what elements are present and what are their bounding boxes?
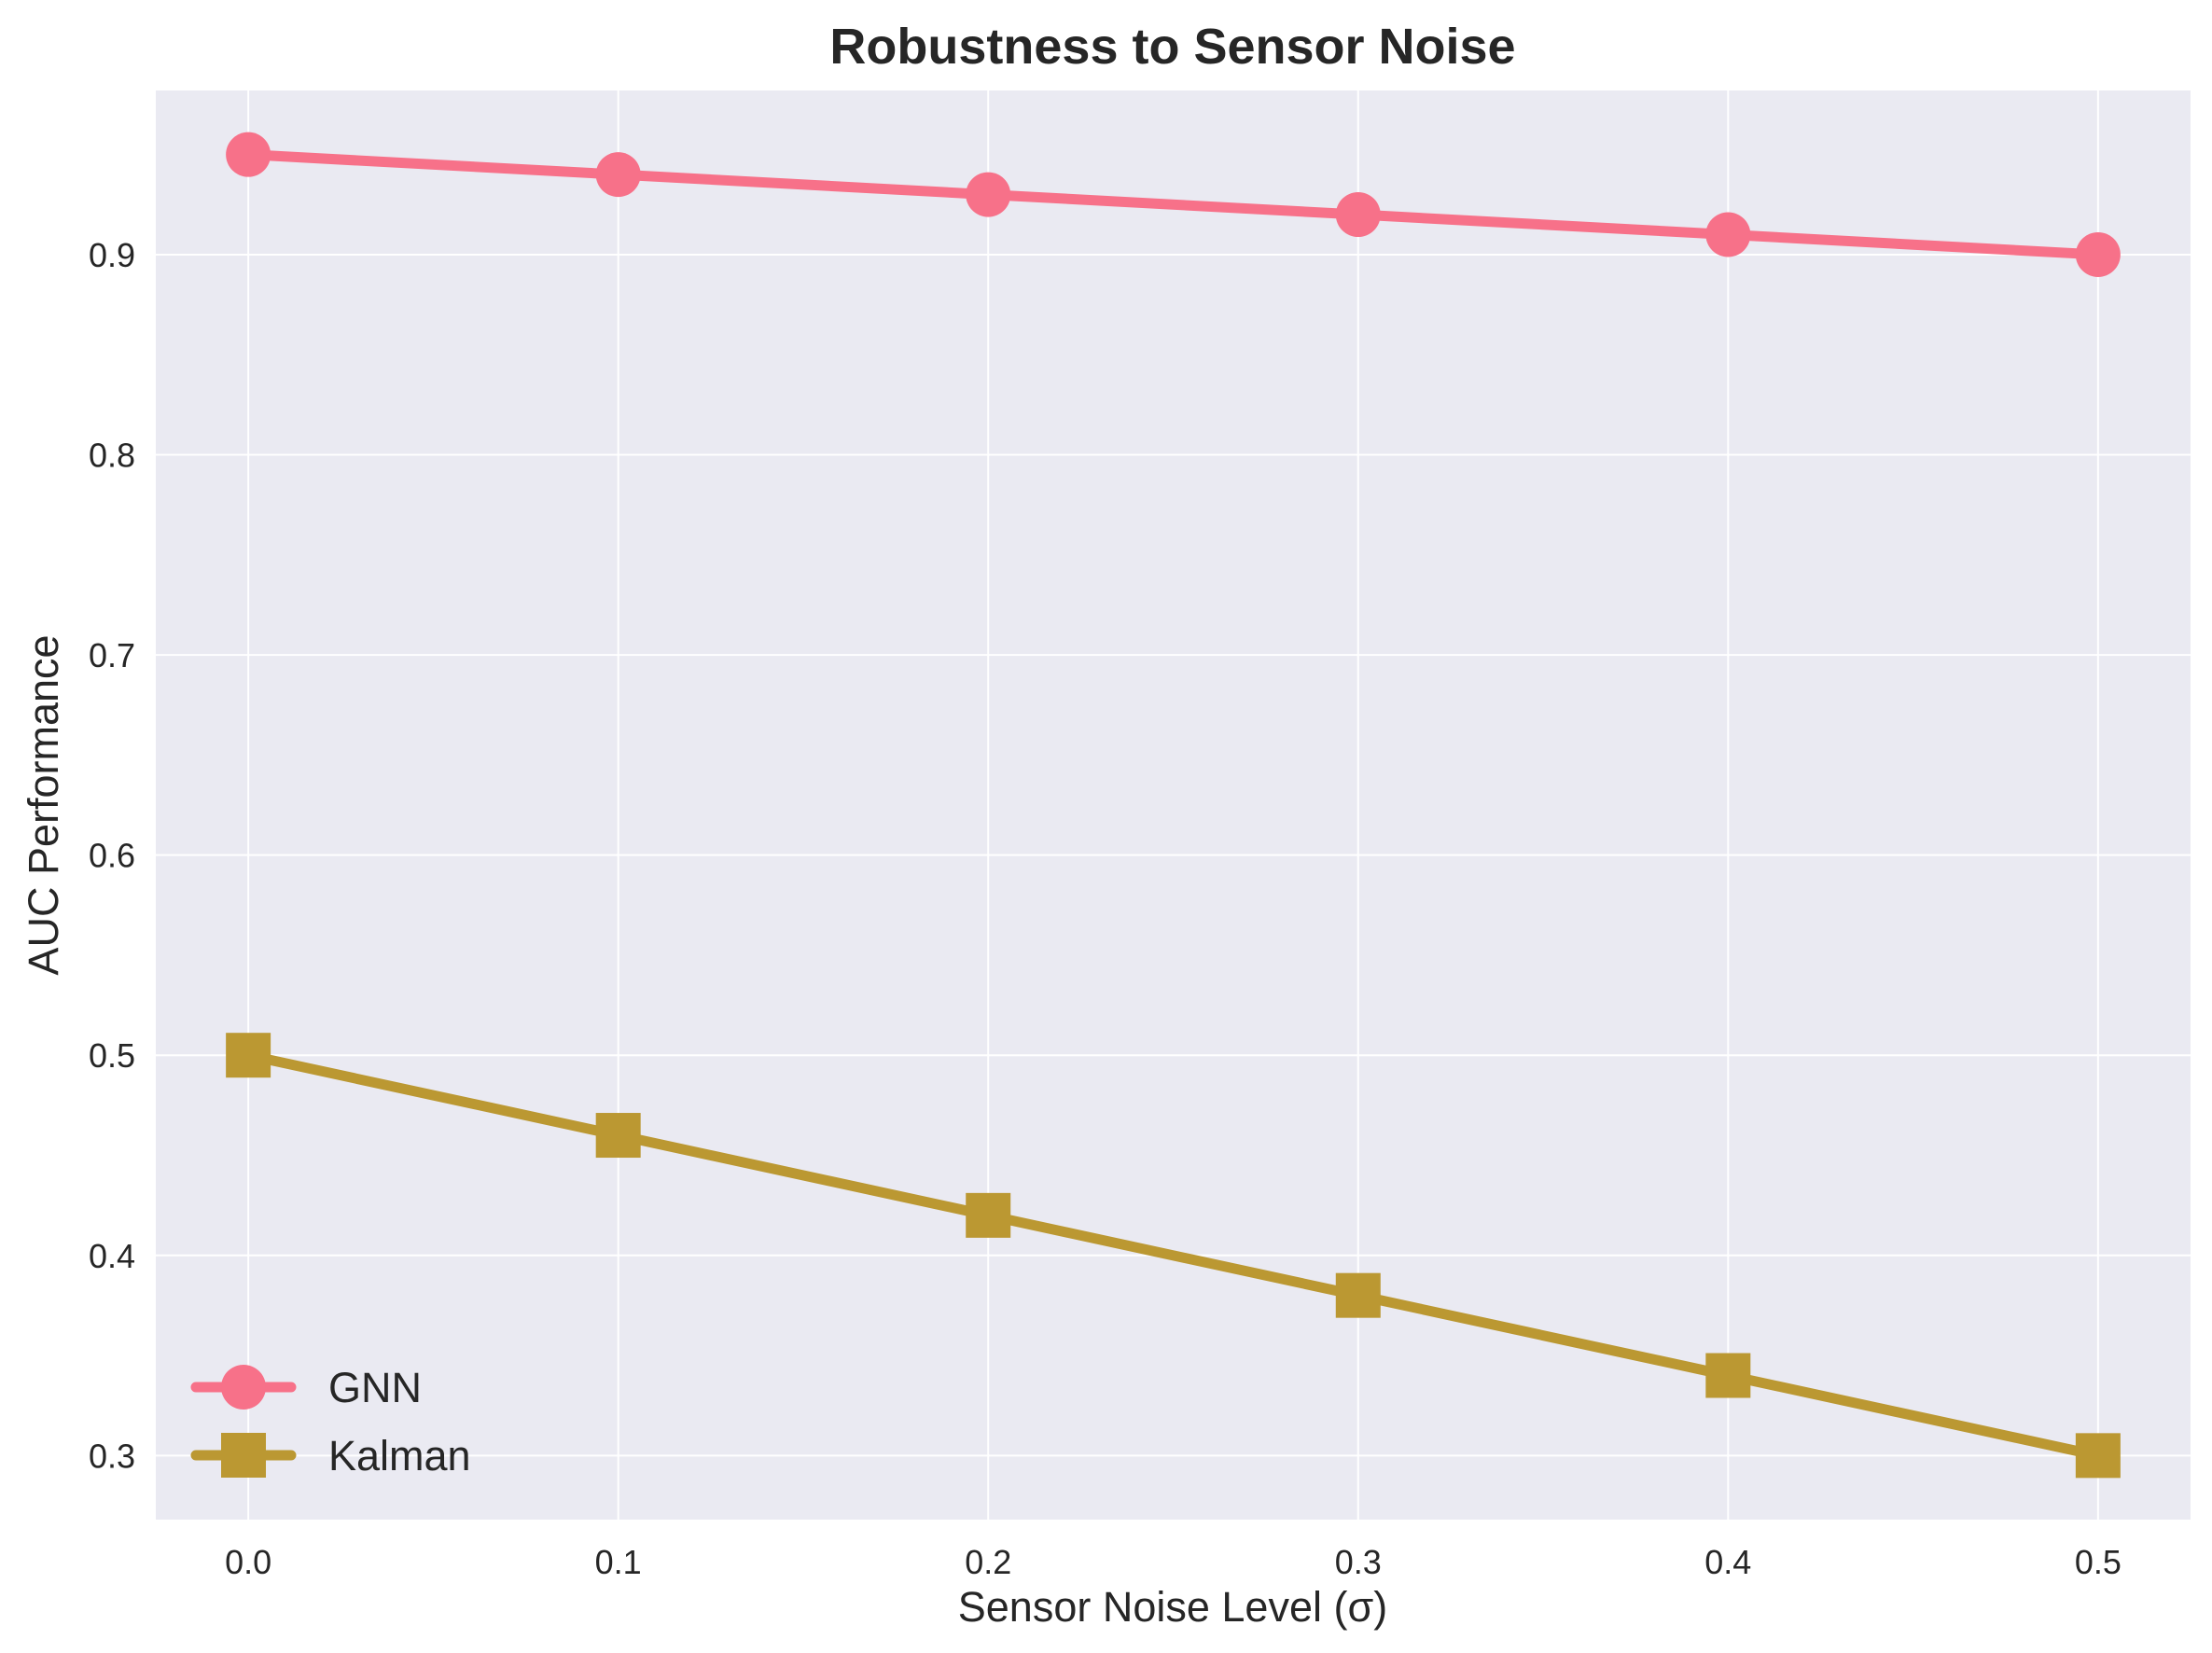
legend-marker xyxy=(221,1365,266,1410)
legend-label: GNN xyxy=(328,1364,422,1411)
data-point xyxy=(2075,231,2121,277)
y-tick-label: 0.3 xyxy=(89,1437,135,1475)
legend-entry-gnn: GNN xyxy=(190,1364,422,1411)
series-line xyxy=(243,149,2104,260)
y-tick-label: 0.4 xyxy=(89,1237,135,1275)
y-axis-label: AUC Performance xyxy=(20,634,67,975)
data-point xyxy=(226,1033,271,1078)
legend-entry-kalman: Kalman xyxy=(190,1432,471,1479)
plot-area xyxy=(156,90,2191,1520)
y-tick-label: 0.5 xyxy=(89,1036,135,1075)
legend-marker xyxy=(221,1433,266,1478)
x-tick-label: 0.2 xyxy=(965,1543,1011,1581)
series-group xyxy=(226,132,2121,1479)
data-point xyxy=(595,1113,641,1159)
data-point xyxy=(226,132,271,177)
y-tick-label: 0.6 xyxy=(89,837,135,875)
data-point xyxy=(1705,212,1751,257)
y-tick-label: 0.7 xyxy=(89,636,135,674)
x-tick-label: 0.3 xyxy=(1335,1543,1382,1581)
data-point xyxy=(966,172,1011,217)
x-tick-label: 0.4 xyxy=(1704,1543,1751,1581)
data-point xyxy=(595,152,641,198)
grid-lines xyxy=(156,90,2191,1520)
x-tick-label: 0.5 xyxy=(2075,1543,2122,1581)
x-tick-label: 0.1 xyxy=(595,1543,642,1581)
data-point xyxy=(1705,1353,1751,1398)
series-gnn xyxy=(226,132,2121,277)
data-point xyxy=(1335,1272,1381,1318)
series-kalman xyxy=(226,1033,2121,1479)
tick-labels: 0.3 0.4 0.5 0.6 0.7 0.8 0.9 0.0 0.1 0.2 0.3 0.4 0.5 xyxy=(89,236,2122,1581)
data-point xyxy=(1335,192,1381,238)
y-tick-label: 0.9 xyxy=(89,236,135,274)
series-line xyxy=(243,1049,2104,1461)
chart-title: Robustness to Sensor Noise xyxy=(829,19,1515,75)
data-point xyxy=(2075,1433,2121,1479)
legend: GNN Kalman xyxy=(190,1364,471,1479)
x-tick-label: 0.0 xyxy=(225,1543,271,1581)
legend-label: Kalman xyxy=(328,1432,471,1479)
x-axis-label: Sensor Noise Level (σ) xyxy=(958,1583,1387,1631)
data-point xyxy=(966,1192,1011,1238)
y-tick-label: 0.8 xyxy=(89,437,135,475)
